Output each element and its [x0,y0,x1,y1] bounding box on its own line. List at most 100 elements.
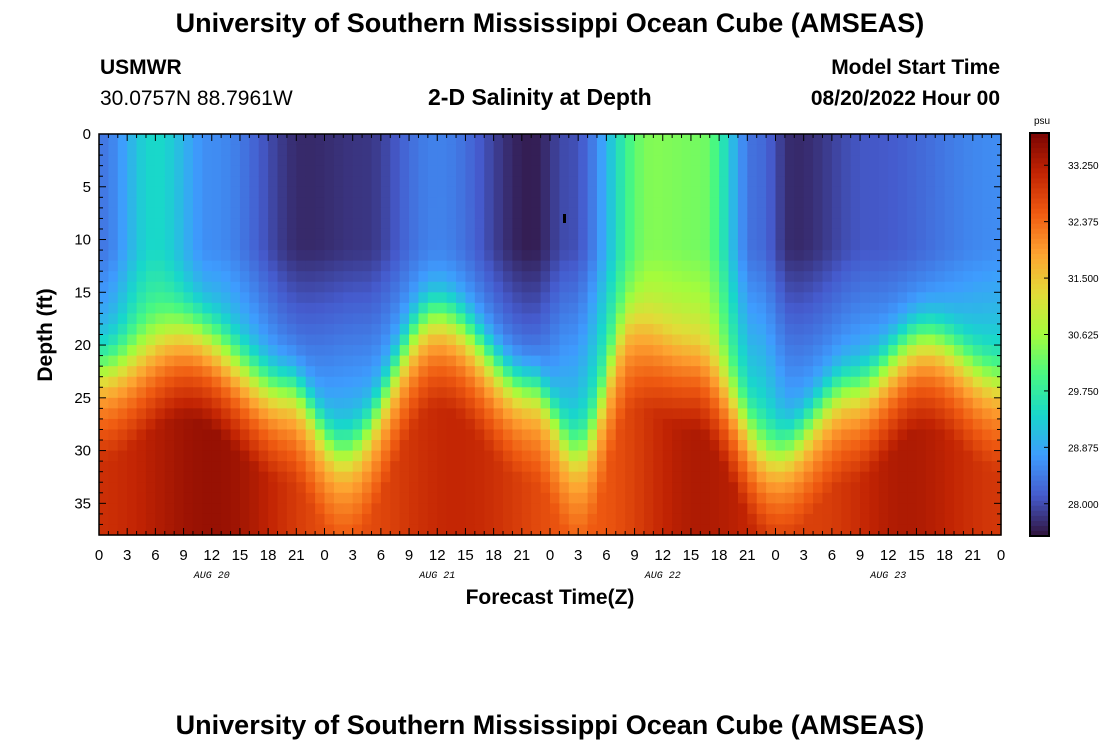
heatmap-cell [192,313,203,325]
heatmap-cell [841,239,852,251]
heatmap-cell [174,355,185,367]
heatmap-cell [136,440,147,452]
heatmap-cell [897,176,908,188]
heatmap-cell [437,355,448,367]
heatmap-cell [117,482,128,494]
heatmap-cell [380,302,391,314]
colorbar-segment [1030,208,1049,215]
heatmap-cell [399,218,410,230]
heatmap-cell [822,155,833,167]
x-tick-label: 15 [908,547,925,564]
heatmap-cell [418,207,429,220]
heatmap-cell [286,461,297,473]
heatmap-cell [145,323,156,336]
heatmap-cell [503,250,514,262]
heatmap-cell [99,334,109,346]
heatmap-cell [268,461,279,473]
heatmap-cell [427,397,438,409]
heatmap-cell [860,345,871,357]
heatmap-cell [127,165,138,177]
heatmap-cell [954,186,965,198]
heatmap-cell [446,334,457,346]
heatmap-cell [155,207,166,220]
heatmap-cell [578,408,589,420]
heatmap-cell [418,376,429,388]
heatmap-cell [155,355,166,367]
heatmap-cell [662,418,673,431]
heatmap-cell [578,397,589,409]
heatmap-cell [850,292,861,304]
heatmap-cell [521,134,532,146]
heatmap-cell [737,292,748,304]
heatmap-cell [869,471,880,483]
heatmap-cell [192,239,203,251]
heatmap-cell [192,482,203,494]
heatmap-cell [784,334,795,346]
heatmap-cell [268,228,279,241]
heatmap-cell [982,408,993,420]
heatmap-cell [643,345,654,357]
heatmap-cell [145,471,156,483]
heatmap-cell [164,440,175,452]
heatmap-cell [493,376,504,388]
heatmap-cell [963,144,974,156]
heatmap-cell [897,334,908,346]
heatmap-cell [512,260,523,272]
heatmap-cell [484,387,495,399]
heatmap-cell [747,302,758,314]
heatmap-cell [841,176,852,188]
heatmap-cell [841,366,852,378]
heatmap-cell [775,239,786,251]
heatmap-cell [474,281,485,293]
heatmap-cell [991,176,1002,188]
heatmap-cell [390,376,401,388]
heatmap-cell [596,334,607,346]
heatmap-cell [559,218,570,230]
heatmap-cell [371,250,382,262]
heatmap-cell [766,376,777,388]
heatmap-cell [268,440,279,452]
heatmap-cell [550,155,560,167]
heatmap-cell [841,408,852,420]
heatmap-cell [775,366,786,378]
heatmap-cell [709,513,720,526]
heatmap-cell [409,144,420,156]
heatmap-cell [813,323,824,336]
x-tick-label: 9 [856,547,864,564]
y-tick-label: 30 [74,443,91,460]
heatmap-cell [747,281,758,293]
heatmap-cell [221,292,232,304]
heatmap-cell [108,176,119,188]
heatmap-cell [286,313,297,325]
heatmap-cell [211,323,222,336]
heatmap-cell [399,323,410,336]
heatmap-cell [117,323,128,336]
heatmap-cell [615,503,626,515]
heatmap-cell [728,186,739,198]
heatmap-cell [954,397,965,409]
heatmap-cell [531,345,542,357]
heatmap-cell [136,429,147,441]
heatmap-cell [756,228,767,241]
colorbar-tick-label: 30.625 [1068,331,1099,342]
heatmap-cell [503,239,514,251]
heatmap-cell [540,260,551,272]
heatmap-cell [136,176,147,188]
heatmap-cell [399,376,410,388]
heatmap-cell [136,302,147,314]
heatmap-cell [775,376,786,388]
heatmap-cell [164,207,175,220]
heatmap-cell [465,218,476,230]
heatmap-cell [982,228,993,241]
heatmap-cell [512,513,523,526]
heatmap-cell [183,345,194,357]
heatmap-cell [719,482,730,494]
heatmap-cell [324,218,335,230]
heatmap-cell [803,513,814,526]
heatmap-cell [239,345,250,357]
heatmap-cell [117,345,128,357]
heatmap-cell [784,345,795,357]
heatmap-cell [221,397,232,409]
heatmap-cell [343,155,354,167]
heatmap-cell [653,228,664,241]
